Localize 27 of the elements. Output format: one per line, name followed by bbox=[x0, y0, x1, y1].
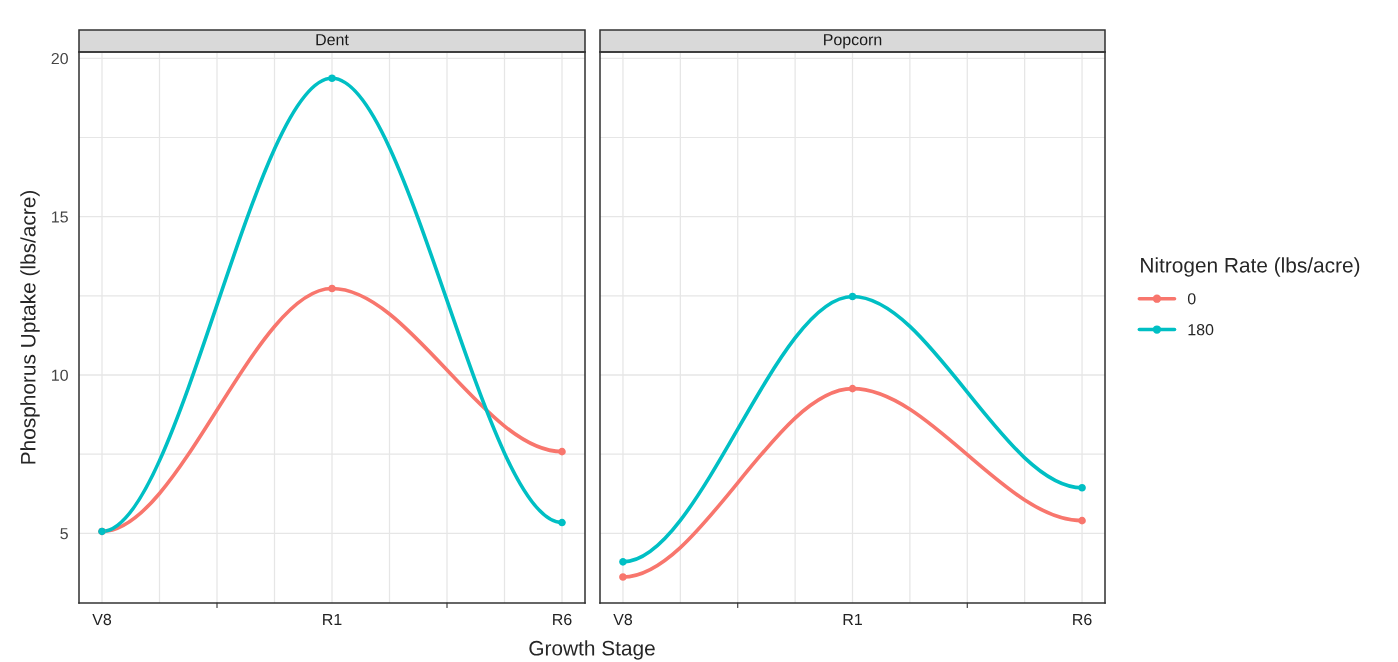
point bbox=[619, 558, 627, 566]
x-tick-label: V8 bbox=[613, 613, 633, 626]
x-axis-title: Growth Stage bbox=[529, 640, 655, 660]
legend-label: 180 bbox=[1188, 324, 1214, 336]
y-tick-label: 10 bbox=[52, 369, 68, 381]
chart-title: Dent bbox=[316, 34, 349, 46]
point bbox=[558, 518, 566, 527]
point bbox=[558, 447, 566, 456]
y-tick-label: 15 bbox=[52, 211, 68, 223]
point bbox=[328, 284, 336, 293]
point bbox=[848, 384, 857, 393]
legend-label: 0 bbox=[1187, 293, 1196, 305]
point bbox=[1078, 483, 1086, 492]
point bbox=[328, 74, 336, 83]
x-tick-label: R6 bbox=[553, 613, 572, 626]
chart-title: Popcorn bbox=[824, 34, 882, 49]
point bbox=[619, 573, 627, 581]
x-tick-label: R1 bbox=[843, 614, 862, 625]
point bbox=[848, 292, 857, 301]
y-tick-label: 5 bbox=[60, 528, 68, 540]
legend-title: Nitrogen Rate (lbs/acre) bbox=[1141, 257, 1360, 277]
y-axis-title: Phosphorus Uptake (lbs/acre) bbox=[20, 190, 40, 464]
x-tick-label: V8 bbox=[92, 613, 112, 626]
x-tick-label: R6 bbox=[1073, 613, 1092, 626]
x-tick-label: R1 bbox=[323, 614, 342, 625]
y-tick-label: 20 bbox=[51, 52, 68, 65]
point bbox=[1078, 516, 1086, 525]
